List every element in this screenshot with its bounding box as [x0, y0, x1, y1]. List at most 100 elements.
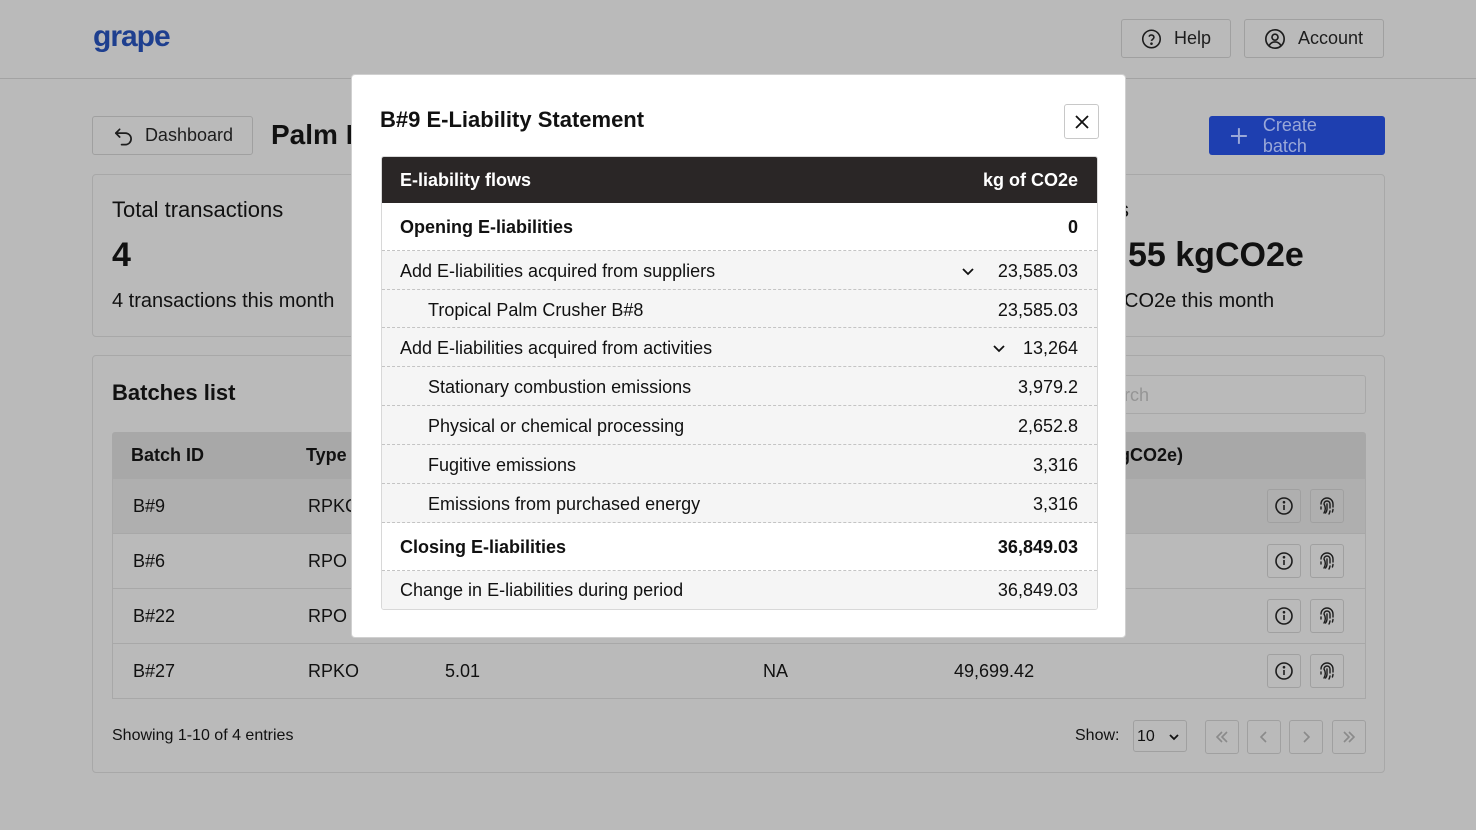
row-value: 3,316	[1032, 455, 1078, 475]
last-page-button[interactable]	[1332, 720, 1366, 754]
row-value: 13,264	[1022, 338, 1078, 358]
search-input[interactable]: arch	[1113, 375, 1366, 414]
show-label: Show:	[1075, 727, 1120, 744]
info-icon	[1275, 497, 1293, 515]
batch-id: B#27	[133, 661, 176, 681]
modal-title: B#9 E-Liability Statement	[380, 107, 645, 132]
plus-icon	[1230, 127, 1247, 144]
fingerprint-button[interactable]	[1310, 654, 1344, 688]
info-button[interactable]	[1267, 544, 1301, 578]
fingerprint-icon	[1320, 662, 1334, 680]
page-size-value: 10	[1137, 728, 1155, 745]
create-batch-button[interactable]: Create batch	[1209, 114, 1385, 156]
batch-id: B#6	[133, 551, 166, 571]
header-unit: kg of CO2e	[982, 170, 1078, 190]
fingerprint-button[interactable]	[1310, 599, 1344, 633]
help-label: Help	[1173, 28, 1211, 48]
emissions-this-month: CO2e this month	[1124, 290, 1275, 312]
total-transactions-value: 4	[112, 236, 131, 274]
row-label: Tropical Palm Crusher B#8	[428, 300, 644, 320]
e-liability-table: E-liability flows kg of CO2e Opening E-l…	[381, 156, 1098, 610]
closing-row: Closing E-liabilities 36,849.03	[382, 523, 1097, 571]
batches-title: Batches list	[112, 380, 236, 405]
row-label: Add E-liabilities acquired from supplier…	[400, 261, 716, 281]
double-chevron-right-icon	[1343, 731, 1356, 743]
row-value: 36,849.03	[997, 580, 1078, 600]
fingerprint-button[interactable]	[1310, 489, 1344, 523]
close-button[interactable]	[1064, 104, 1099, 139]
page-title: Palm P	[271, 119, 365, 150]
suppliers-row[interactable]: Add E-liabilities acquired from supplier…	[382, 251, 1097, 290]
user-circle-icon	[1265, 28, 1285, 49]
row-value: 3,316	[1032, 494, 1078, 514]
table-row[interactable]: B#22 RPO	[112, 589, 1366, 644]
page-size-select[interactable]: 10	[1133, 720, 1187, 752]
change-row: Change in E-liabilities during period 36…	[382, 571, 1097, 609]
header-flows: E-liability flows	[400, 170, 532, 190]
row-value: 0	[1067, 217, 1078, 237]
batch-value: 5.01	[445, 661, 481, 681]
info-button[interactable]	[1267, 599, 1301, 633]
row-label: Opening E-liabilities	[400, 217, 574, 237]
row-label: Physical or chemical processing	[428, 416, 685, 436]
row-label: Change in E-liabilities during period	[400, 580, 684, 600]
info-icon	[1275, 662, 1293, 680]
row-value: 23,585.03	[997, 261, 1078, 281]
row-label: Stationary combustion emissions	[428, 377, 692, 397]
chevron-down-icon[interactable]	[961, 264, 975, 278]
chevron-down-icon[interactable]	[992, 341, 1006, 355]
top-bar: grape Help Account	[0, 0, 1476, 79]
showing-entries: Showing 1-10 of 4 entries	[112, 727, 294, 744]
table-row[interactable]: B#27 RPKO 5.01 NA 49,699.42	[112, 644, 1366, 699]
row-label: Emissions from purchased energy	[428, 494, 701, 514]
batch-type: RPO	[308, 551, 348, 571]
info-button[interactable]	[1267, 489, 1301, 523]
e-liability-modal: B#9 E-Liability Statement E-liability fl…	[351, 74, 1126, 638]
account-label: Account	[1298, 28, 1364, 48]
activities-row[interactable]: Add E-liabilities acquired from activiti…	[382, 328, 1097, 367]
prev-page-button[interactable]	[1247, 720, 1281, 754]
batch-type: RPKO	[308, 661, 360, 681]
total-transactions-label: Total transactions	[112, 197, 284, 222]
batch-type: RPO	[308, 606, 348, 626]
next-page-button[interactable]	[1289, 720, 1323, 754]
batch-status: NA	[763, 661, 789, 681]
emissions-value: 55 kgCO2e	[1128, 236, 1304, 274]
chevron-right-icon	[1303, 731, 1311, 743]
fingerprint-button[interactable]	[1310, 544, 1344, 578]
info-icon	[1275, 552, 1293, 570]
row-value: 23,585.03	[997, 300, 1078, 320]
first-page-button[interactable]	[1205, 720, 1239, 754]
row-label: Closing E-liabilities	[400, 537, 567, 557]
batch-type: RPKC	[308, 496, 359, 516]
grape-logo[interactable]: grape	[93, 20, 171, 53]
close-icon	[1074, 114, 1089, 129]
info-button[interactable]	[1267, 654, 1301, 688]
account-button[interactable]: Account	[1244, 19, 1384, 58]
row-label: Add E-liabilities acquired from activiti…	[400, 338, 713, 358]
column-batch-id[interactable]: Batch ID	[131, 445, 205, 465]
batch-emissions: 49,699.42	[954, 661, 1035, 681]
help-button[interactable]: Help	[1121, 19, 1231, 58]
opening-row: Opening E-liabilities 0	[382, 203, 1097, 251]
activity-item-row: Emissions from purchased energy 3,316	[382, 484, 1097, 523]
dashboard-button[interactable]: Dashboard	[92, 116, 253, 155]
supplier-item-row: Tropical Palm Crusher B#8 23,585.03	[382, 290, 1097, 328]
batch-id: B#9	[133, 496, 166, 516]
return-arrow-icon	[114, 127, 132, 145]
activity-item-row: Fugitive emissions 3,316	[382, 445, 1097, 484]
double-chevron-left-icon	[1215, 731, 1228, 743]
batch-id: B#22	[133, 606, 176, 626]
fingerprint-icon	[1320, 607, 1334, 625]
column-emissions[interactable]: gCO2e)	[1119, 445, 1184, 465]
activity-item-row: Physical or chemical processing 2,652.8	[382, 406, 1097, 445]
fingerprint-icon	[1320, 497, 1334, 515]
chevron-down-icon	[1169, 734, 1179, 741]
create-batch-label: Create batch	[1262, 114, 1317, 156]
question-circle-icon	[1141, 28, 1162, 49]
info-icon	[1275, 607, 1293, 625]
fingerprint-icon	[1320, 552, 1334, 570]
row-label: Fugitive emissions	[428, 455, 577, 475]
column-type[interactable]: Type	[306, 445, 347, 465]
chevron-left-icon	[1259, 731, 1267, 743]
